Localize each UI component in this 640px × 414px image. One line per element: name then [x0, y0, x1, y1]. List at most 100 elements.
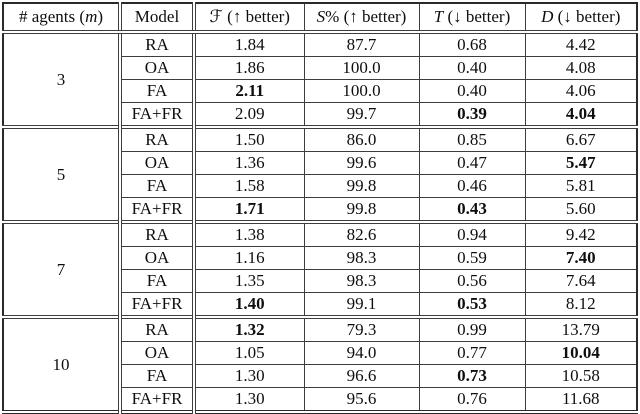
model-cell: OA — [118, 246, 195, 270]
metric-d-cell: 4.08 — [524, 56, 638, 80]
agents-count-cell: 5 — [2, 125, 121, 223]
table-row: FA+FR 1.40 99.1 0.53 8.12 — [3, 292, 638, 318]
metric-f-cell: 1.30 — [192, 364, 305, 388]
metric-f-cell: 1.16 — [192, 246, 305, 270]
table-row: FA 1.58 99.8 0.46 5.81 — [3, 174, 638, 198]
metric-s-cell: 87.7 — [303, 30, 420, 57]
header-agents-pre: # agents ( — [18, 7, 86, 27]
metric-d-cell: 13.79 — [524, 315, 638, 342]
table-row: FA 2.11 100.0 0.40 4.06 — [3, 79, 638, 103]
metric-t-cell: 0.76 — [418, 387, 526, 413]
table-row: OA 1.05 94.0 0.77 10.04 — [3, 341, 638, 365]
metric-s-cell: 86.0 — [303, 125, 420, 152]
metric-f-cell: 1.32 — [192, 315, 305, 342]
table-row: FA 1.30 96.6 0.73 10.58 — [3, 364, 638, 388]
model-cell: RA — [118, 125, 195, 152]
table-row: 10 RA 1.32 79.3 0.99 13.79 — [2, 315, 638, 413]
metric-f-cell: 1.86 — [192, 56, 305, 80]
metric-t-cell: 0.43 — [418, 197, 526, 223]
metric-d-cell: 10.58 — [524, 364, 638, 388]
metric-f-cell: 1.30 — [192, 387, 305, 413]
metric-t-cell: 0.39 — [418, 102, 526, 128]
table-row: OA 1.36 99.6 0.47 5.47 — [3, 151, 638, 175]
header-s-rest: % (↑ better) — [325, 7, 407, 27]
metric-t-cell: 0.99 — [418, 315, 526, 342]
table-row: FA 1.35 98.3 0.56 7.64 — [3, 269, 638, 293]
metric-s-cell: 100.0 — [303, 56, 420, 80]
metric-t-cell: 0.73 — [418, 364, 526, 388]
table-row: FA+FR 1.71 99.8 0.43 5.60 — [3, 197, 638, 223]
metric-d-cell: 4.42 — [524, 30, 638, 57]
col-header-t: T (↓ better) — [418, 2, 526, 34]
metric-s-cell: 99.7 — [303, 102, 420, 128]
metric-d-cell: 9.42 — [524, 220, 638, 247]
col-header-s: S% (↑ better) — [303, 2, 420, 34]
agents-count-cell: 7 — [2, 220, 121, 318]
header-f-rest: (↑ better) — [222, 6, 290, 26]
model-cell: OA — [118, 341, 195, 365]
table-row: FA+FR 2.09 99.7 0.39 4.04 — [3, 102, 638, 128]
metric-t-cell: 0.77 — [418, 341, 526, 365]
metric-t-cell: 0.40 — [418, 56, 526, 80]
metric-d-cell: 4.06 — [524, 79, 638, 103]
table-row: 7 RA 1.38 82.6 0.94 9.42 — [2, 220, 638, 318]
metric-d-cell: 6.67 — [524, 125, 638, 152]
table-row: 5 RA 1.50 86.0 0.85 6.67 — [2, 125, 638, 223]
metric-t-cell: 0.94 — [418, 220, 526, 247]
metric-t-cell: 0.40 — [418, 79, 526, 103]
col-header-d: D (↓ better) — [524, 2, 638, 34]
metric-t-cell: 0.47 — [418, 151, 526, 175]
model-cell: RA — [118, 220, 195, 247]
metric-s-cell: 99.1 — [303, 292, 420, 318]
metric-f-cell: 1.50 — [192, 125, 305, 152]
model-cell: FA+FR — [118, 292, 195, 318]
model-cell: FA — [118, 174, 195, 198]
col-header-agents: # agents (m) — [2, 2, 121, 34]
metric-t-cell: 0.85 — [418, 125, 526, 152]
model-cell: FA+FR — [118, 387, 195, 413]
model-cell: FA — [118, 269, 195, 293]
metric-f-cell: 1.71 — [192, 197, 305, 223]
metric-t-cell: 0.68 — [418, 30, 526, 57]
header-t-var: T — [433, 7, 444, 27]
metric-d-cell: 5.47 — [524, 151, 638, 175]
model-cell: RA — [118, 315, 195, 342]
metric-t-cell: 0.53 — [418, 292, 526, 318]
metric-f-cell: 1.84 — [192, 30, 305, 57]
header-row: # agents (m) Model ℱ (↑ better) S% (↑ be… — [2, 2, 638, 34]
col-header-model: Model — [118, 2, 195, 34]
header-d-rest: (↓ better) — [553, 7, 621, 27]
metric-f-cell: 2.11 — [192, 79, 305, 103]
table-row: FA+FR 1.30 95.6 0.76 11.68 — [3, 387, 638, 413]
model-cell: OA — [118, 151, 195, 175]
header-agents-post: ) — [97, 7, 104, 27]
metric-s-cell: 98.3 — [303, 269, 420, 293]
agents-count-cell: 3 — [2, 30, 121, 128]
metric-d-cell: 5.81 — [524, 174, 638, 198]
metric-d-cell: 11.68 — [524, 387, 638, 413]
metric-d-cell: 5.60 — [524, 197, 638, 223]
metric-f-cell: 1.35 — [192, 269, 305, 293]
metric-f-cell: 1.58 — [192, 174, 305, 198]
metric-s-cell: 79.3 — [303, 315, 420, 342]
metric-s-cell: 100.0 — [303, 79, 420, 103]
script-f-symbol: ℱ — [209, 6, 223, 27]
metric-d-cell: 8.12 — [524, 292, 638, 318]
metric-s-cell: 99.8 — [303, 197, 420, 223]
model-cell: FA+FR — [118, 197, 195, 223]
metric-s-cell: 98.3 — [303, 246, 420, 270]
metric-f-cell: 2.09 — [192, 102, 305, 128]
metric-d-cell: 10.04 — [524, 341, 638, 365]
metric-t-cell: 0.56 — [418, 269, 526, 293]
metric-f-cell: 1.05 — [192, 341, 305, 365]
metric-d-cell: 7.40 — [524, 246, 638, 270]
metric-t-cell: 0.59 — [418, 246, 526, 270]
metric-d-cell: 4.04 — [524, 102, 638, 128]
model-cell: FA+FR — [118, 102, 195, 128]
model-cell: FA — [118, 364, 195, 388]
metric-f-cell: 1.38 — [192, 220, 305, 247]
header-agents-var: m — [85, 7, 98, 27]
model-cell: FA — [118, 79, 195, 103]
